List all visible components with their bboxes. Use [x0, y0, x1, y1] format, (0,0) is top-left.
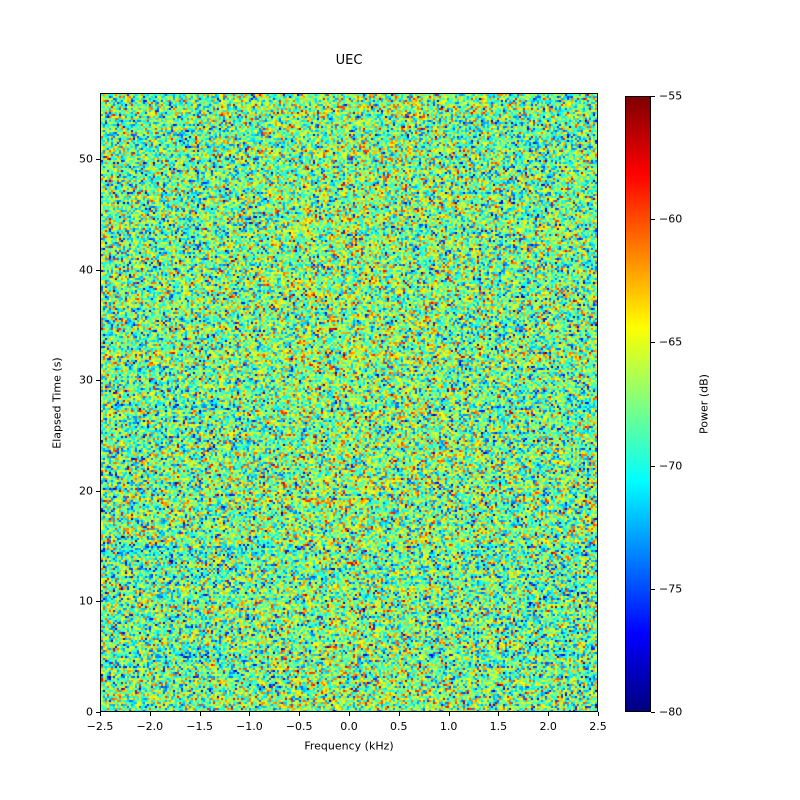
y-tick — [96, 158, 100, 160]
y-tick — [96, 379, 100, 381]
x-tick-label: 2.5 — [589, 720, 607, 733]
x-tick-label: −1.0 — [236, 720, 263, 733]
x-tick — [149, 712, 151, 716]
y-axis-label: Elapsed Time (s) — [50, 357, 64, 449]
x-tick — [298, 712, 300, 716]
colorbar-tick-label: −70 — [659, 459, 683, 473]
y-tick-label: 20 — [79, 484, 93, 498]
x-tick-label: −2.5 — [86, 720, 114, 733]
x-tick — [398, 712, 400, 716]
colorbar-tick — [651, 218, 655, 220]
x-tick-label: 1.0 — [439, 720, 458, 733]
y-tick — [96, 490, 100, 492]
x-tick — [199, 712, 201, 716]
x-tick — [248, 712, 250, 716]
x-tick — [547, 712, 549, 716]
x-tick — [597, 712, 599, 716]
x-tick — [497, 712, 499, 716]
y-tick — [96, 269, 100, 271]
colorbar-tick — [651, 711, 655, 713]
heatmap-canvas — [101, 94, 597, 711]
chart-title: UEC — [335, 53, 363, 68]
y-tick-label: 0 — [86, 705, 93, 719]
x-tick-label: 2.0 — [539, 720, 557, 733]
x-tick-label: 0.5 — [390, 720, 408, 733]
x-tick — [448, 712, 450, 716]
heatmap-plot-area — [100, 93, 598, 712]
y-tick-label: 50 — [79, 152, 93, 166]
x-tick-label: −2.0 — [136, 720, 164, 733]
x-tick-label: −0.5 — [285, 720, 313, 733]
colorbar-tick-label: −65 — [659, 335, 683, 349]
colorbar — [625, 96, 651, 712]
x-tick — [348, 712, 350, 716]
colorbar-tick-label: −80 — [659, 705, 683, 719]
colorbar-tick — [651, 588, 655, 590]
colorbar-tick — [651, 465, 655, 467]
y-tick — [96, 711, 100, 713]
x-tick-label: 0.0 — [340, 720, 358, 733]
y-tick-label: 10 — [79, 594, 93, 608]
colorbar-canvas — [626, 97, 650, 711]
colorbar-tick-label: −55 — [659, 89, 683, 103]
colorbar-tick — [651, 95, 655, 97]
colorbar-tick — [651, 341, 655, 343]
colorbar-tick-label: −60 — [659, 212, 683, 226]
x-axis-label: Frequency (kHz) — [304, 739, 394, 753]
colorbar-label: Power (dB) — [697, 374, 711, 434]
y-tick — [96, 600, 100, 602]
y-tick-label: 30 — [79, 373, 93, 387]
colorbar-tick-label: −75 — [659, 582, 683, 596]
x-tick — [99, 712, 101, 716]
x-tick-label: 1.5 — [489, 720, 508, 733]
x-tick-label: −1.5 — [186, 720, 213, 733]
y-tick-label: 40 — [79, 263, 93, 277]
